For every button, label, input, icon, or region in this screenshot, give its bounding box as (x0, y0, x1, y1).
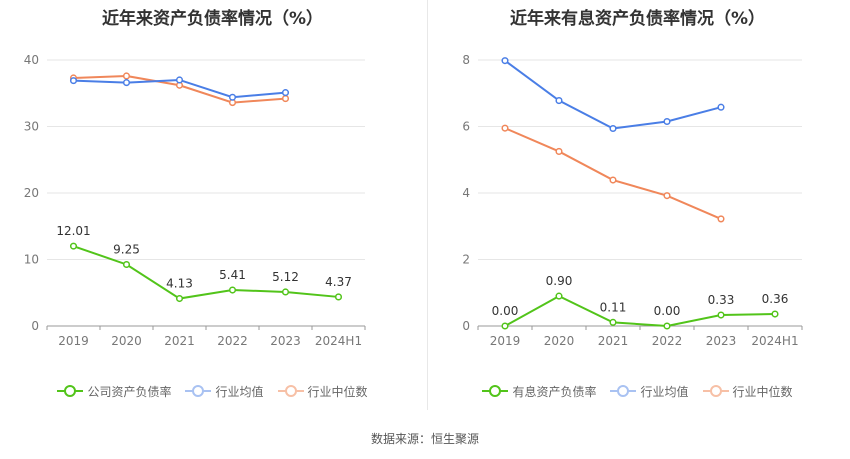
data-label: 12.01 (56, 224, 90, 238)
y-tick-label: 0 (462, 319, 470, 333)
legend-item-industry-mean[interactable]: 行业均值 (610, 383, 689, 400)
data-label: 5.41 (219, 268, 246, 282)
left-chart-plot: 0 10 20 30 40 2019 2020 2021 2022 2023 2024H1 12.01… (24, 53, 366, 348)
data-point (228, 93, 237, 101)
x-tick-label: 2020 (111, 334, 142, 348)
y-tick-label: 40 (24, 53, 39, 67)
legend-item-industry-mean[interactable]: 行业均值 (185, 383, 264, 400)
y-tick-label: 4 (462, 186, 470, 200)
right-chart-legend: 有息资产负债率 行业均值 行业中位数 (425, 381, 850, 401)
legend-item-company-debt-ratio[interactable]: 公司资产负债率 (57, 383, 171, 400)
data-source: 数据来源：恒生聚源 (370, 432, 479, 446)
data-point (122, 79, 131, 87)
data-label: 0.36 (762, 292, 789, 306)
legend-label: 公司资产负债率 (87, 384, 172, 399)
data-point (609, 124, 617, 133)
left-chart-title: 近年来资产负债率情况（%） (101, 9, 324, 29)
legend-label: 行业中位数 (732, 384, 793, 399)
data-point (122, 260, 131, 269)
data-point (281, 89, 290, 97)
data-point (281, 288, 290, 296)
data-point (501, 57, 509, 65)
legend-swatch-orange (702, 384, 729, 398)
x-tick-label: 2024H1 (315, 334, 362, 348)
x-tick-label: 2021 (598, 334, 629, 348)
data-label: 0.90 (546, 274, 573, 288)
right-chart-plot: 0 2 4 6 8 2019 2020 2021 2022 2023 2024H1 0.00 0.90 0… (462, 53, 803, 348)
data-point (175, 76, 184, 84)
x-tick-label: 2023 (706, 334, 737, 348)
data-point (501, 124, 509, 132)
series-line (504, 59, 722, 130)
data-point (663, 117, 671, 126)
data-point (69, 77, 78, 85)
legend-item-interest-debt-ratio[interactable]: 有息资产负债率 (482, 383, 596, 400)
legend-label: 行业均值 (640, 384, 689, 399)
y-tick-label: 6 (462, 120, 470, 134)
left-chart-legend: 公司资产负债率 行业均值 行业中位数 (0, 381, 425, 401)
data-point (334, 293, 343, 301)
x-tick-label: 2023 (270, 334, 301, 348)
data-point (501, 322, 509, 330)
x-tick-label: 2019 (490, 334, 521, 348)
data-point (555, 97, 563, 105)
data-point (555, 147, 563, 155)
x-tick-label: 2020 (544, 334, 575, 348)
left-chart-panel: 近年来资产负债率情况（%） 0 10 20 30 40 2019 2020 2021 2022 2… (0, 0, 425, 430)
data-label: 0.00 (654, 304, 681, 318)
data-point (228, 286, 237, 294)
legend-swatch-blue (185, 384, 212, 398)
panel-divider (427, 0, 428, 410)
data-point (663, 322, 671, 330)
data-point (609, 176, 617, 184)
data-point (175, 294, 184, 303)
series-line (504, 294, 776, 328)
x-tick-label: 2024H1 (751, 334, 798, 348)
legend-label: 行业均值 (215, 384, 264, 399)
data-point (663, 192, 671, 200)
right-chart-title: 近年来有息资产负债率情况（%） (509, 9, 766, 29)
data-point (122, 72, 131, 80)
y-tick-label: 20 (24, 186, 39, 200)
data-point (717, 311, 725, 319)
data-point (717, 215, 725, 223)
x-tick-label: 2019 (58, 334, 89, 348)
x-tick-label: 2022 (217, 334, 248, 348)
y-tick-label: 8 (462, 53, 470, 67)
legend-swatch-orange (277, 384, 304, 398)
legend-label: 行业中位数 (307, 384, 368, 399)
legend-swatch-green (57, 384, 84, 398)
data-label: 0.00 (492, 304, 519, 318)
legend-swatch-green (482, 384, 509, 398)
data-label: 0.11 (600, 300, 627, 314)
data-point (555, 292, 563, 300)
y-tick-label: 10 (24, 253, 39, 267)
right-chart-panel: 近年来有息资产负债率情况（%） 0 2 4 6 8 2019 2020 2021 2022 202… (425, 0, 850, 430)
data-label: 4.37 (325, 275, 352, 289)
y-tick-label: 0 (31, 319, 39, 333)
data-point (771, 310, 779, 318)
data-point (717, 103, 725, 111)
data-point (281, 95, 290, 103)
x-tick-label: 2021 (164, 334, 195, 348)
y-tick-label: 30 (24, 120, 39, 134)
legend-swatch-blue (610, 384, 637, 398)
legend-label: 有息资产负债率 (512, 384, 597, 399)
series-line (73, 245, 339, 300)
data-label: 5.12 (272, 270, 299, 284)
data-label: 4.13 (166, 277, 193, 291)
legend-item-industry-median[interactable]: 行业中位数 (277, 383, 368, 400)
data-point (609, 318, 617, 326)
x-tick-label: 2022 (652, 334, 683, 348)
data-label: 0.33 (708, 293, 735, 307)
y-tick-label: 2 (462, 253, 470, 267)
data-label: 9.25 (113, 242, 140, 256)
data-point (69, 242, 78, 250)
series-line (504, 127, 722, 220)
legend-item-industry-median[interactable]: 行业中位数 (702, 383, 793, 400)
